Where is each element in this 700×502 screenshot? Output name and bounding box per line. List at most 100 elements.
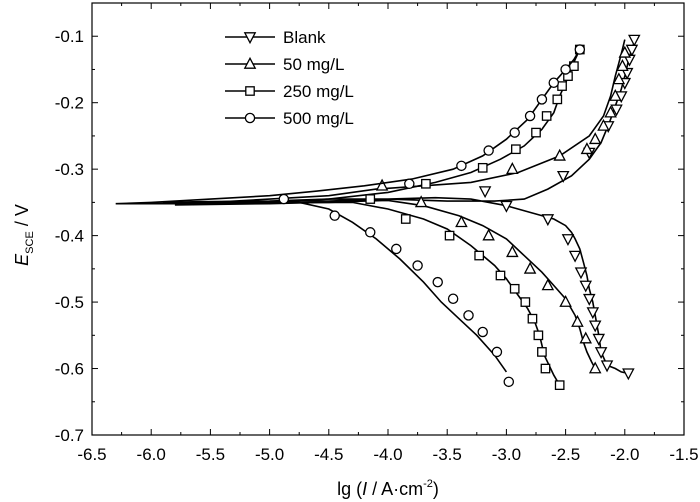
data-point bbox=[559, 294, 572, 307]
series-0 bbox=[162, 34, 641, 381]
legend-marker bbox=[245, 86, 255, 96]
data-point bbox=[365, 194, 376, 204]
data-point bbox=[574, 267, 588, 280]
data-point bbox=[400, 214, 411, 224]
data-point bbox=[586, 307, 600, 320]
y-tick-label: -0.4 bbox=[55, 227, 84, 246]
legend-label: Blank bbox=[283, 28, 326, 47]
x-tick-label: -2.5 bbox=[551, 445, 580, 464]
data-point bbox=[533, 330, 544, 341]
x-tick-label: -2.0 bbox=[610, 445, 639, 464]
data-point bbox=[447, 293, 459, 305]
data-point bbox=[463, 310, 474, 321]
data-point bbox=[503, 376, 515, 388]
y-tick-label: -0.6 bbox=[55, 360, 84, 379]
data-point bbox=[520, 297, 531, 307]
data-point bbox=[432, 276, 443, 288]
axes: -6.5 -6.0 -5.5 -5.0 -4.5 -4.0 -3.5 -3.0 -2.5 -2.0… bbox=[55, 3, 699, 464]
data-point bbox=[612, 72, 626, 85]
data-point bbox=[571, 314, 584, 327]
data-point bbox=[509, 127, 520, 138]
x-tick-label: -6.5 bbox=[77, 445, 106, 464]
data-point bbox=[552, 94, 563, 105]
y-tick-label: -0.7 bbox=[55, 426, 84, 445]
data-point bbox=[523, 261, 537, 274]
data-point bbox=[568, 250, 582, 263]
data-point bbox=[506, 245, 519, 258]
legend: Blank 50 mg/L 250 mg/L 500 mg/L bbox=[225, 28, 354, 128]
x-tick-label: -6.0 bbox=[137, 445, 166, 464]
data-point bbox=[561, 234, 575, 247]
y-tick-label: -0.3 bbox=[55, 160, 84, 179]
data-point bbox=[580, 142, 594, 155]
data-point bbox=[541, 214, 555, 227]
data-point bbox=[477, 162, 488, 173]
data-point bbox=[455, 215, 468, 228]
data-point bbox=[404, 178, 415, 190]
data-point bbox=[527, 313, 538, 324]
data-point bbox=[491, 346, 503, 358]
data-point bbox=[622, 368, 635, 381]
data-point bbox=[474, 250, 485, 261]
data-point bbox=[414, 195, 428, 208]
data-point bbox=[609, 88, 622, 101]
data-point bbox=[583, 293, 596, 306]
legend-entry: Blank bbox=[225, 28, 326, 47]
data-point bbox=[616, 59, 629, 71]
data-point bbox=[553, 148, 566, 161]
data-point bbox=[456, 160, 467, 172]
data-point bbox=[375, 178, 389, 191]
data-point bbox=[509, 283, 520, 294]
series-layer bbox=[115, 34, 641, 391]
x-tick-label: -4.0 bbox=[373, 445, 402, 464]
data-point bbox=[478, 186, 492, 199]
x-tick-label: -5.5 bbox=[196, 445, 225, 464]
x-tick-label: -5.0 bbox=[255, 445, 284, 464]
data-point bbox=[364, 227, 376, 238]
data-point bbox=[541, 111, 552, 121]
data-point bbox=[391, 243, 402, 255]
data-point bbox=[524, 110, 536, 122]
legend-label: 50 mg/L bbox=[283, 55, 344, 74]
series-2 bbox=[174, 44, 585, 391]
data-point bbox=[329, 210, 340, 221]
data-point bbox=[554, 380, 565, 391]
legend-marker bbox=[243, 56, 257, 69]
data-point bbox=[540, 363, 551, 374]
data-point bbox=[574, 44, 586, 55]
data-point bbox=[592, 333, 606, 346]
data-point bbox=[511, 144, 521, 155]
data-point bbox=[588, 320, 602, 333]
data-point bbox=[569, 61, 579, 71]
data-point bbox=[421, 178, 431, 189]
legend-entry: 250 mg/L bbox=[225, 82, 354, 101]
y-tick-label: -0.2 bbox=[55, 94, 84, 113]
y-axis-title: ESCE / V bbox=[12, 204, 36, 266]
data-point bbox=[477, 326, 488, 338]
data-point bbox=[627, 34, 641, 47]
data-point bbox=[500, 200, 513, 213]
x-tick-label: -3.0 bbox=[492, 445, 521, 464]
data-point bbox=[444, 230, 455, 241]
data-point bbox=[495, 270, 506, 281]
data-point bbox=[618, 45, 632, 58]
data-point bbox=[579, 331, 593, 344]
series-line bbox=[174, 49, 581, 386]
legend-entry: 50 mg/L bbox=[225, 55, 344, 74]
data-point bbox=[588, 132, 602, 145]
data-point bbox=[506, 162, 519, 175]
data-point bbox=[557, 81, 567, 91]
data-point bbox=[560, 64, 571, 75]
legend-entry: 500 mg/L bbox=[225, 109, 354, 128]
x-axis-title: lg (I / A·cm-2) bbox=[337, 478, 439, 499]
data-point bbox=[625, 44, 639, 57]
data-point bbox=[610, 104, 623, 117]
data-point bbox=[482, 228, 495, 241]
legend-marker bbox=[244, 112, 256, 124]
y-tick-label: -0.1 bbox=[55, 27, 84, 46]
data-point bbox=[531, 127, 541, 138]
data-point bbox=[556, 170, 570, 183]
x-tick-label: -1.5 bbox=[669, 445, 698, 464]
legend-label: 250 mg/L bbox=[283, 82, 354, 101]
